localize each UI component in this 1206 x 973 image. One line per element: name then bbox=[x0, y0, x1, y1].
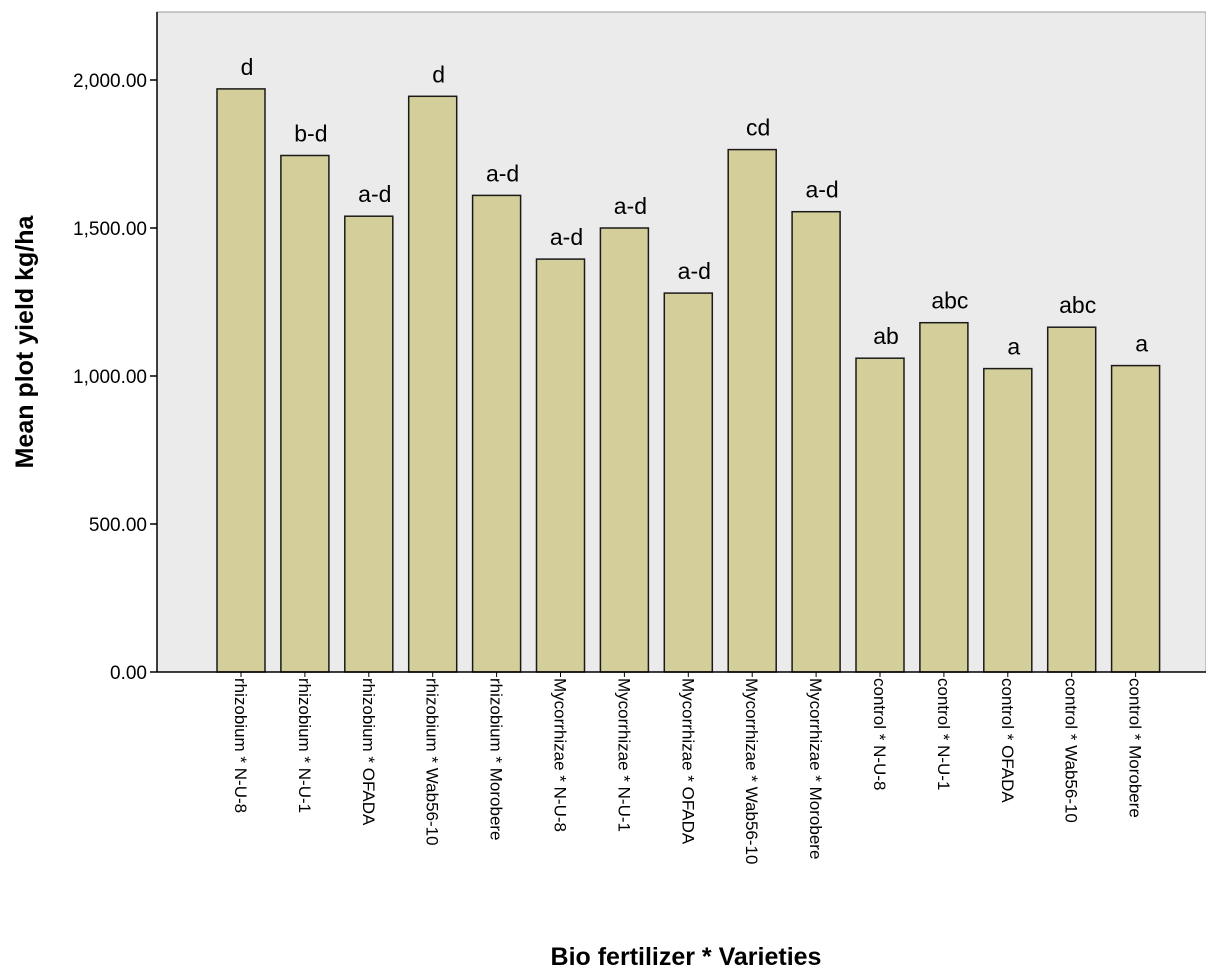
y-tick-label: 1,500.00 bbox=[73, 219, 147, 240]
significance-letter: a-d bbox=[614, 193, 647, 219]
bar-2 bbox=[280, 154, 330, 673]
bar-9 bbox=[727, 148, 777, 673]
x-category-label: control * Wab56-10 bbox=[1062, 678, 1081, 823]
significance-letter: a bbox=[1135, 331, 1148, 357]
significance-letter: abc bbox=[931, 288, 968, 314]
x-category-label: rhizobium * N-U-1 bbox=[295, 678, 314, 813]
significance-letter: a bbox=[1007, 334, 1020, 360]
y-tick-label: 2,000.00 bbox=[73, 71, 147, 92]
bar-7 bbox=[599, 227, 650, 673]
x-category-label: control * N-U-1 bbox=[934, 678, 953, 790]
bar-13 bbox=[983, 367, 1033, 673]
significance-letter: a-d bbox=[486, 160, 519, 186]
bar-4 bbox=[407, 95, 458, 673]
bar-12 bbox=[919, 321, 969, 673]
bar-15 bbox=[1110, 364, 1161, 673]
x-category-label: Mycorrhizae * OFADA bbox=[678, 678, 697, 845]
y-tick-label: 0.00 bbox=[110, 663, 147, 684]
bar-6 bbox=[535, 258, 586, 673]
significance-letter: ab bbox=[873, 323, 899, 349]
x-category-label: Mycorrhizae * Morobere bbox=[806, 678, 825, 859]
bar-8 bbox=[663, 292, 714, 673]
bars-layer bbox=[216, 88, 1161, 673]
x-axis-title: Bio fertilizer * Varieties bbox=[551, 943, 822, 971]
significance-letter: abc bbox=[1059, 292, 1096, 318]
y-axis-title: Mean plot yield kg/ha bbox=[11, 214, 39, 468]
bar-1 bbox=[216, 88, 266, 673]
x-category-label: Mycorrhizae * N-U-1 bbox=[614, 678, 633, 832]
bar-5 bbox=[471, 194, 522, 673]
significance-letter: cd bbox=[746, 115, 770, 141]
x-category-label: Mycorrhizae * N-U-8 bbox=[551, 678, 570, 832]
x-category-label: control * N-U-8 bbox=[870, 678, 889, 790]
x-category-label: rhizobium * N-U-8 bbox=[231, 678, 250, 813]
x-category-label: rhizobium * Wab56-10 bbox=[423, 678, 442, 846]
x-category-label: control * Morobere bbox=[1126, 678, 1145, 818]
axes-layer bbox=[156, 12, 1206, 673]
bar-10 bbox=[791, 210, 841, 673]
x-category-label: rhizobium * OFADA bbox=[359, 678, 378, 826]
x-category-label: control * OFADA bbox=[998, 678, 1017, 803]
x-category-label: rhizobium * Morobere bbox=[487, 678, 506, 841]
significance-letters-layer: d b-d a-d d a-d a-d a-d a-d cd a-d ab abc a abc a bbox=[241, 54, 1149, 360]
significance-letter: d bbox=[241, 54, 254, 80]
y-tick-label: 500.00 bbox=[89, 515, 147, 536]
y-tick-label: 1,000.00 bbox=[73, 367, 147, 388]
x-category-label: Mycorrhizae * Wab56-10 bbox=[742, 678, 761, 864]
significance-letter: a-d bbox=[678, 258, 711, 284]
significance-letter: b-d bbox=[294, 121, 327, 147]
bar-14 bbox=[1046, 326, 1097, 673]
significance-letter: a-d bbox=[358, 181, 391, 207]
y-ticks-layer: 0.00 500.00 1,000.00 1,500.00 2,000.00 bbox=[73, 71, 157, 684]
significance-letter: d bbox=[432, 61, 445, 87]
bar-11 bbox=[855, 357, 905, 673]
bar-3 bbox=[344, 215, 394, 673]
significance-letter: a-d bbox=[550, 224, 583, 250]
significance-letter: a-d bbox=[805, 177, 838, 203]
x-category-labels-layer: rhizobium * N-U-8 rhizobium * N-U-1 rhizob… bbox=[231, 672, 1145, 864]
